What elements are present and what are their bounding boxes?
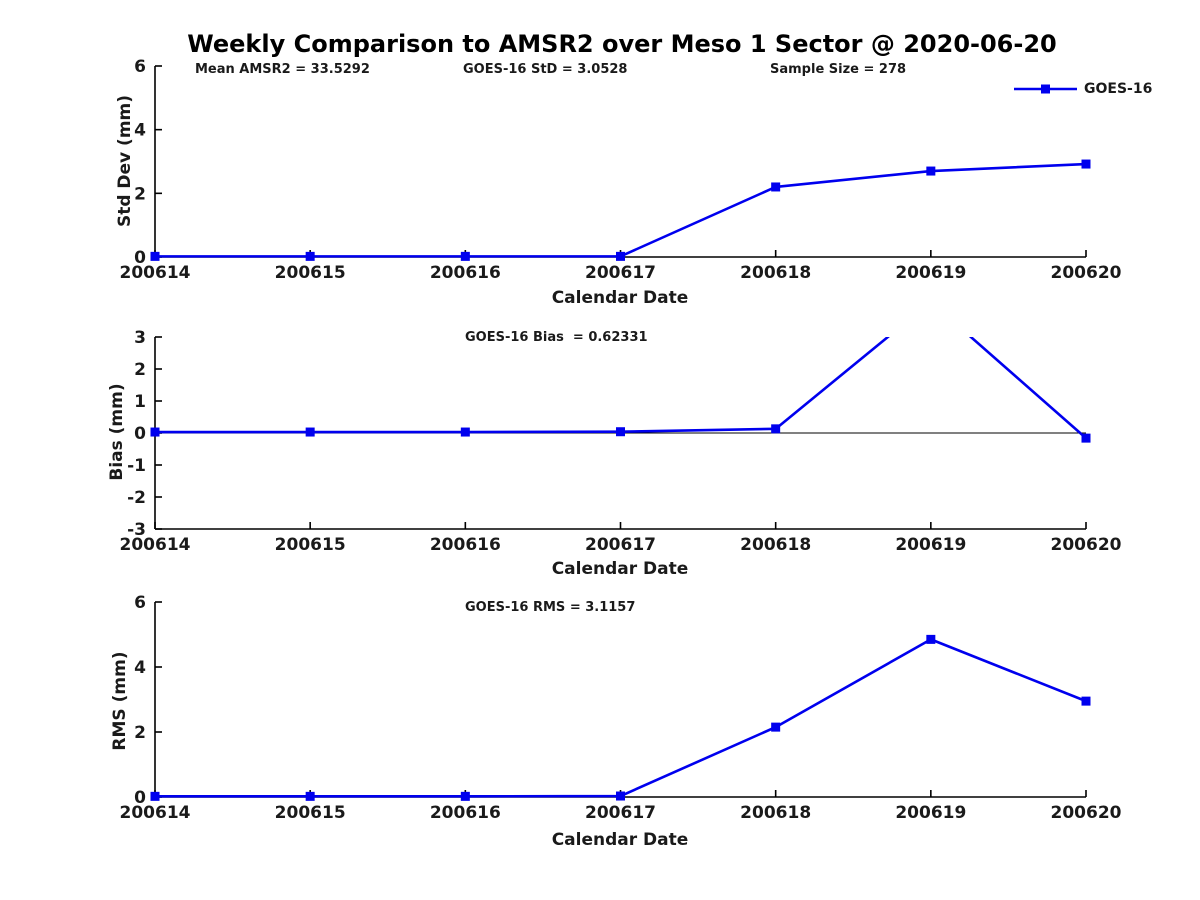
y-tick-label: -1: [127, 456, 146, 476]
x-tick-label: 200615: [275, 535, 346, 555]
goes16-line-series: [153, 162, 1088, 258]
data-point-marker: [926, 166, 936, 176]
x-axis-label-calendar-date: Calendar Date: [551, 559, 689, 579]
goes16-line-series: [153, 337, 1088, 440]
goes16-line-series: [153, 638, 1088, 798]
annotation-sample-size: Sample Size = 278: [770, 62, 907, 77]
y-axis-label-rms: RMS (mm): [110, 651, 130, 751]
y-tick-label: 0: [134, 248, 146, 268]
data-point-marker: [150, 251, 160, 261]
data-point-marker: [926, 297, 935, 306]
data-point-marker: [460, 427, 470, 437]
x-tick-label: 200617: [585, 803, 656, 823]
annotation-goes16-bias: GOES-16 Bias = 0.62331: [465, 330, 648, 345]
data-point-marker: [1081, 696, 1091, 706]
data-point-marker: [771, 182, 781, 192]
legend-label: GOES-16: [1084, 81, 1153, 97]
data-point-marker: [616, 427, 625, 437]
data-point-marker: [771, 722, 781, 732]
y-tick-label: 4: [134, 121, 146, 141]
data-point-marker: [926, 634, 936, 644]
data-point-marker: [1081, 159, 1091, 169]
x-tick-label: 200616: [430, 803, 501, 823]
bias-plot: -3 -2 -1 0 1 2 3 200614 200615 200616 200617 200618…: [120, 297, 1122, 555]
data-point-marker: [460, 791, 470, 801]
annotation-mean-amsr2: Mean AMSR2 = 33.5292: [195, 62, 370, 77]
y-tick-label: 2: [134, 184, 146, 204]
x-tick-label: 200615: [275, 263, 346, 283]
y-tick-label: 1: [134, 392, 146, 412]
x-tick-label: 200614: [120, 263, 191, 283]
chart-title: Weekly Comparison to AMSR2 over Meso 1 S…: [187, 30, 1057, 58]
data-point-marker: [771, 424, 781, 434]
x-tick-label: 200618: [740, 803, 811, 823]
x-tick-label: 200619: [895, 535, 966, 555]
legend-line-marker-icon: [1014, 84, 1077, 94]
x-tick-label: 200617: [585, 535, 656, 555]
x-tick-label: 200616: [430, 263, 501, 283]
data-point-marker: [616, 791, 625, 801]
data-point-marker: [305, 791, 315, 801]
x-axis-label-calendar-date: Calendar Date: [551, 830, 689, 850]
x-tick-label: 200615: [275, 803, 346, 823]
data-point-marker: [305, 427, 315, 437]
x-axis-label-calendar-date: Calendar Date: [551, 288, 689, 308]
x-tick-label: 200616: [430, 535, 501, 555]
data-point-marker: [305, 251, 315, 261]
x-tick-label: 200620: [1051, 263, 1122, 283]
y-tick-label: 6: [134, 57, 146, 77]
y-tick-label: 2: [134, 360, 146, 380]
x-tick-label: 200618: [740, 263, 811, 283]
y-tick-label: 4: [134, 658, 146, 678]
data-point-marker: [460, 251, 470, 261]
y-tick-label: 3: [134, 328, 146, 348]
x-tick-label: 200617: [585, 263, 656, 283]
y-tick-label: -3: [127, 520, 146, 540]
x-tick-label: 200618: [740, 535, 811, 555]
y-tick-label: 6: [134, 593, 146, 613]
y-tick-label: 0: [134, 788, 146, 808]
x-tick-label: 200619: [895, 263, 966, 283]
y-tick-label: 2: [134, 723, 146, 743]
std-dev-plot: 0 2 4 6 200614 200615 200616 200617 200618 200619…: [120, 57, 1122, 283]
data-point-marker: [1081, 433, 1091, 443]
data-point-marker: [150, 427, 160, 437]
y-tick-label: -2: [127, 488, 146, 508]
y-axis-label-bias: Bias (mm): [107, 383, 127, 481]
y-tick-label: 0: [134, 424, 146, 444]
x-tick-label: 200620: [1051, 535, 1122, 555]
annotation-goes16-rms: GOES-16 RMS = 3.1157: [465, 600, 636, 615]
rms-plot: 0 2 4 6 200614 200615 200616 200617 200618 200619…: [120, 593, 1122, 823]
annotation-goes16-std: GOES-16 StD = 3.0528: [463, 62, 628, 77]
data-point-marker: [616, 251, 625, 261]
y-axis-label-std-dev: Std Dev (mm): [115, 94, 135, 228]
data-point-marker: [150, 791, 160, 801]
x-tick-label: 200614: [120, 535, 191, 555]
x-tick-label: 200620: [1051, 803, 1122, 823]
x-tick-label: 200614: [120, 803, 191, 823]
x-tick-label: 200619: [895, 803, 966, 823]
